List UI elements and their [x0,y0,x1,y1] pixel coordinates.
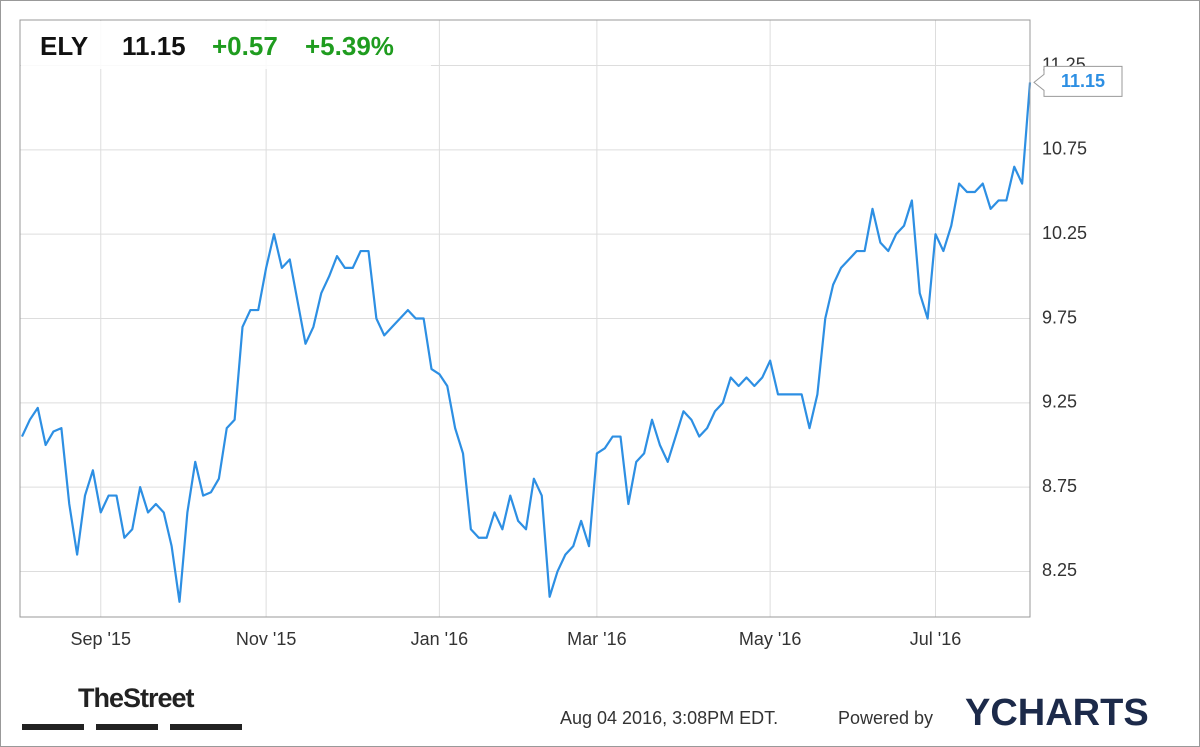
change-pct: +5.39% [305,31,394,61]
change: +0.57 [212,31,278,61]
y-tick-label: 10.75 [1042,139,1087,159]
grid [20,20,1030,617]
brand-logo: TheStreet [78,683,195,713]
x-tick-label: Nov '15 [236,629,296,649]
y-tick-label: 10.25 [1042,223,1087,243]
price-line [21,82,1032,603]
plot [21,82,1032,603]
x-tick-label: May '16 [739,629,801,649]
price: 11.15 [122,31,186,61]
y-tick-label: 8.25 [1042,560,1077,580]
provider-logo: YCHARTS [965,692,1149,734]
x-tick-label: Mar '16 [567,629,626,649]
powered-by: Powered by [838,708,933,728]
x-tick-label: Sep '15 [71,629,132,649]
ticker: ELY [40,31,88,61]
plot-border [19,19,1031,618]
last-value-label: 11.15 [1061,71,1105,91]
header-box [21,21,431,69]
logo-bar [96,724,158,730]
y-tick-label: 8.75 [1042,476,1077,496]
logo-bar [22,724,84,730]
timestamp: Aug 04 2016, 3:08PM EDT. [560,708,778,728]
x-tick-label: Jul '16 [910,629,961,649]
x-tick-label: Jan '16 [411,629,468,649]
y-tick-label: 9.75 [1042,307,1077,327]
logo-bar [170,724,242,730]
last-value-callout [1033,65,1123,97]
y-tick-label: 9.25 [1042,392,1077,412]
